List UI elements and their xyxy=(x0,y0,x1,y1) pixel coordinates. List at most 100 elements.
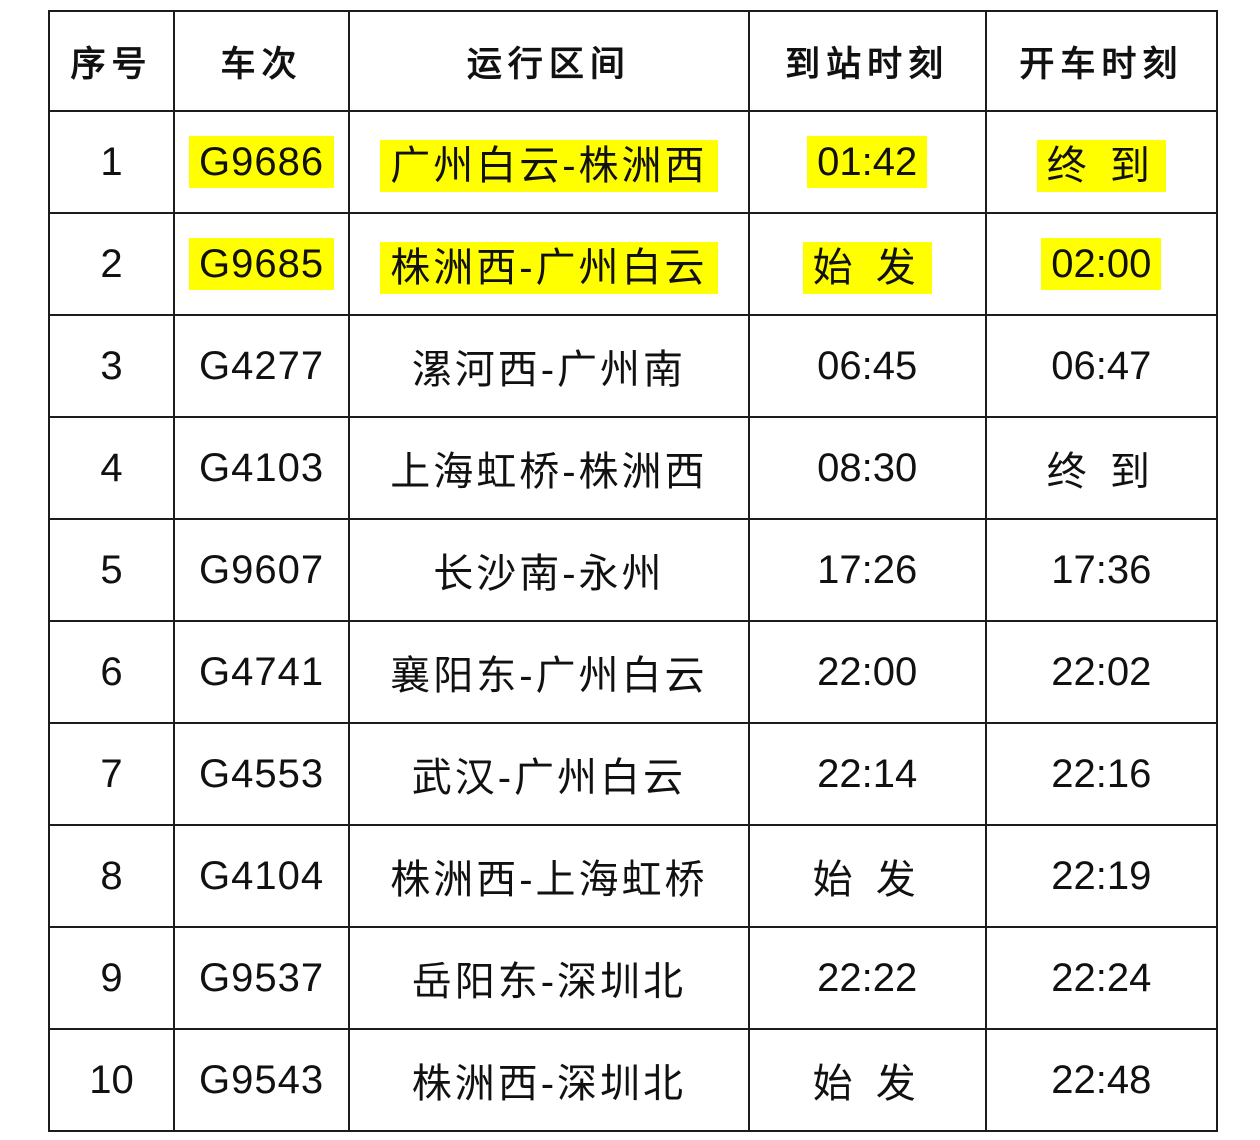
arrival-time-text: 08:30 xyxy=(817,445,918,490)
cell-departure-time: 22:02 xyxy=(984,620,1219,724)
table-row: 1 G9686 广州白云-株洲西 01:42 终 到 xyxy=(48,110,1219,214)
cell-departure-time: 22:19 xyxy=(984,824,1219,928)
row-number-text: 10 xyxy=(89,1057,134,1102)
col-header-route: 运行区间 xyxy=(348,10,750,112)
table-row: 7 G4553 武汉-广州白云 22:14 22:16 xyxy=(48,722,1219,826)
row-number-text: 8 xyxy=(100,853,123,898)
row-number-text: 1 xyxy=(100,139,123,184)
departure-time-text: 22:16 xyxy=(1051,751,1152,796)
arrival-time-text: 始 发 xyxy=(812,1062,922,1106)
cell-row-number: 5 xyxy=(48,518,175,622)
row-number-text: 2 xyxy=(100,241,123,286)
cell-departure-time: 终 到 xyxy=(984,110,1219,214)
table-row: 3 G4277 漯河西-广州南 06:45 06:47 xyxy=(48,314,1219,418)
cell-row-number: 1 xyxy=(48,110,175,214)
cell-departure-time: 22:16 xyxy=(984,722,1219,826)
table-row: 10 G9543 株洲西-深圳北 始 发 22:48 xyxy=(48,1028,1219,1132)
header-row: 序号 车次 运行区间 到站时刻 开车时刻 xyxy=(48,10,1219,112)
departure-time-text: 22:48 xyxy=(1051,1057,1152,1102)
arrival-time-text: 17:26 xyxy=(817,547,918,592)
cell-train-number: G9685 xyxy=(172,212,351,316)
table-row: 8 G4104 株洲西-上海虹桥 始 发 22:19 xyxy=(48,824,1219,928)
arrival-time-text: 22:00 xyxy=(817,649,918,694)
route-text: 上海虹桥-株洲西 xyxy=(390,450,708,494)
cell-route: 漯河西-广州南 xyxy=(348,314,750,418)
train-schedule-table: 序号 车次 运行区间 到站时刻 开车时刻 1 G9686 广州白云-株洲西 01… xyxy=(48,10,1219,1132)
cell-arrival-time: 01:42 xyxy=(747,110,987,214)
departure-time-text: 06:47 xyxy=(1051,343,1152,388)
cell-row-number: 6 xyxy=(48,620,175,724)
cell-departure-time: 22:24 xyxy=(984,926,1219,1030)
table-row: 4 G4103 上海虹桥-株洲西 08:30 终 到 xyxy=(48,416,1219,520)
train-number-text: G4553 xyxy=(199,751,325,796)
arrival-time-text: 22:14 xyxy=(817,751,918,796)
departure-time-text: 终 到 xyxy=(1036,140,1166,192)
arrival-time-text: 22:22 xyxy=(817,955,918,1000)
departure-time-text: 22:02 xyxy=(1051,649,1152,694)
cell-row-number: 2 xyxy=(48,212,175,316)
cell-departure-time: 终 到 xyxy=(984,416,1219,520)
train-number-text: G9685 xyxy=(189,237,335,290)
train-number-text: G4741 xyxy=(199,649,325,694)
route-text: 漯河西-广州南 xyxy=(411,348,687,392)
cell-departure-time: 06:47 xyxy=(984,314,1219,418)
row-number-text: 6 xyxy=(100,649,123,694)
train-number-text: G9543 xyxy=(199,1057,325,1102)
cell-train-number: G9543 xyxy=(172,1028,351,1132)
col-header-arrival: 到站时刻 xyxy=(747,10,987,112)
cell-arrival-time: 22:14 xyxy=(747,722,987,826)
cell-arrival-time: 17:26 xyxy=(747,518,987,622)
row-number-text: 4 xyxy=(100,445,123,490)
train-number-text: G4277 xyxy=(199,343,325,388)
cell-route: 上海虹桥-株洲西 xyxy=(348,416,750,520)
departure-time-text: 22:19 xyxy=(1051,853,1152,898)
row-number-text: 3 xyxy=(100,343,123,388)
cell-arrival-time: 始 发 xyxy=(747,824,987,928)
cell-arrival-time: 08:30 xyxy=(747,416,987,520)
departure-time-text: 02:00 xyxy=(1041,237,1162,290)
col-header-departure: 开车时刻 xyxy=(984,10,1219,112)
arrival-time-text: 始 发 xyxy=(802,242,932,294)
cell-row-number: 8 xyxy=(48,824,175,928)
route-text: 岳阳东-深圳北 xyxy=(411,960,687,1004)
cell-train-number: G4277 xyxy=(172,314,351,418)
arrival-time-text: 01:42 xyxy=(807,135,928,188)
row-number-text: 5 xyxy=(100,547,123,592)
cell-arrival-time: 始 发 xyxy=(747,212,987,316)
train-number-text: G4103 xyxy=(199,445,325,490)
cell-row-number: 10 xyxy=(48,1028,175,1132)
cell-route: 长沙南-永州 xyxy=(348,518,750,622)
route-text: 武汉-广州白云 xyxy=(411,756,687,800)
route-text: 襄阳东-广州白云 xyxy=(390,654,708,698)
departure-time-text: 终 到 xyxy=(1046,450,1156,494)
cell-train-number: G9537 xyxy=(172,926,351,1030)
table-row: 9 G9537 岳阳东-深圳北 22:22 22:24 xyxy=(48,926,1219,1030)
cell-arrival-time: 22:22 xyxy=(747,926,987,1030)
route-text: 株洲西-上海虹桥 xyxy=(390,858,708,902)
cell-departure-time: 17:36 xyxy=(984,518,1219,622)
cell-arrival-time: 06:45 xyxy=(747,314,987,418)
cell-route: 株洲西-深圳北 xyxy=(348,1028,750,1132)
cell-route: 广州白云-株洲西 xyxy=(348,110,750,214)
cell-row-number: 3 xyxy=(48,314,175,418)
cell-route: 武汉-广州白云 xyxy=(348,722,750,826)
train-number-text: G9607 xyxy=(199,547,325,592)
route-text: 长沙南-永州 xyxy=(433,552,665,596)
row-number-text: 7 xyxy=(100,751,123,796)
route-text: 广州白云-株洲西 xyxy=(380,140,718,192)
arrival-time-text: 始 发 xyxy=(812,858,922,902)
table-row: 6 G4741 襄阳东-广州白云 22:00 22:02 xyxy=(48,620,1219,724)
train-number-text: G9686 xyxy=(189,135,335,188)
cell-departure-time: 02:00 xyxy=(984,212,1219,316)
cell-route: 株洲西-上海虹桥 xyxy=(348,824,750,928)
cell-train-number: G9607 xyxy=(172,518,351,622)
col-header-index: 序号 xyxy=(48,10,175,112)
route-text: 株洲西-广州白云 xyxy=(380,242,718,294)
cell-train-number: G4103 xyxy=(172,416,351,520)
row-number-text: 9 xyxy=(100,955,123,1000)
table-row: 2 G9685 株洲西-广州白云 始 发 02:00 xyxy=(48,212,1219,316)
departure-time-text: 22:24 xyxy=(1051,955,1152,1000)
cell-arrival-time: 22:00 xyxy=(747,620,987,724)
train-number-text: G4104 xyxy=(199,853,325,898)
